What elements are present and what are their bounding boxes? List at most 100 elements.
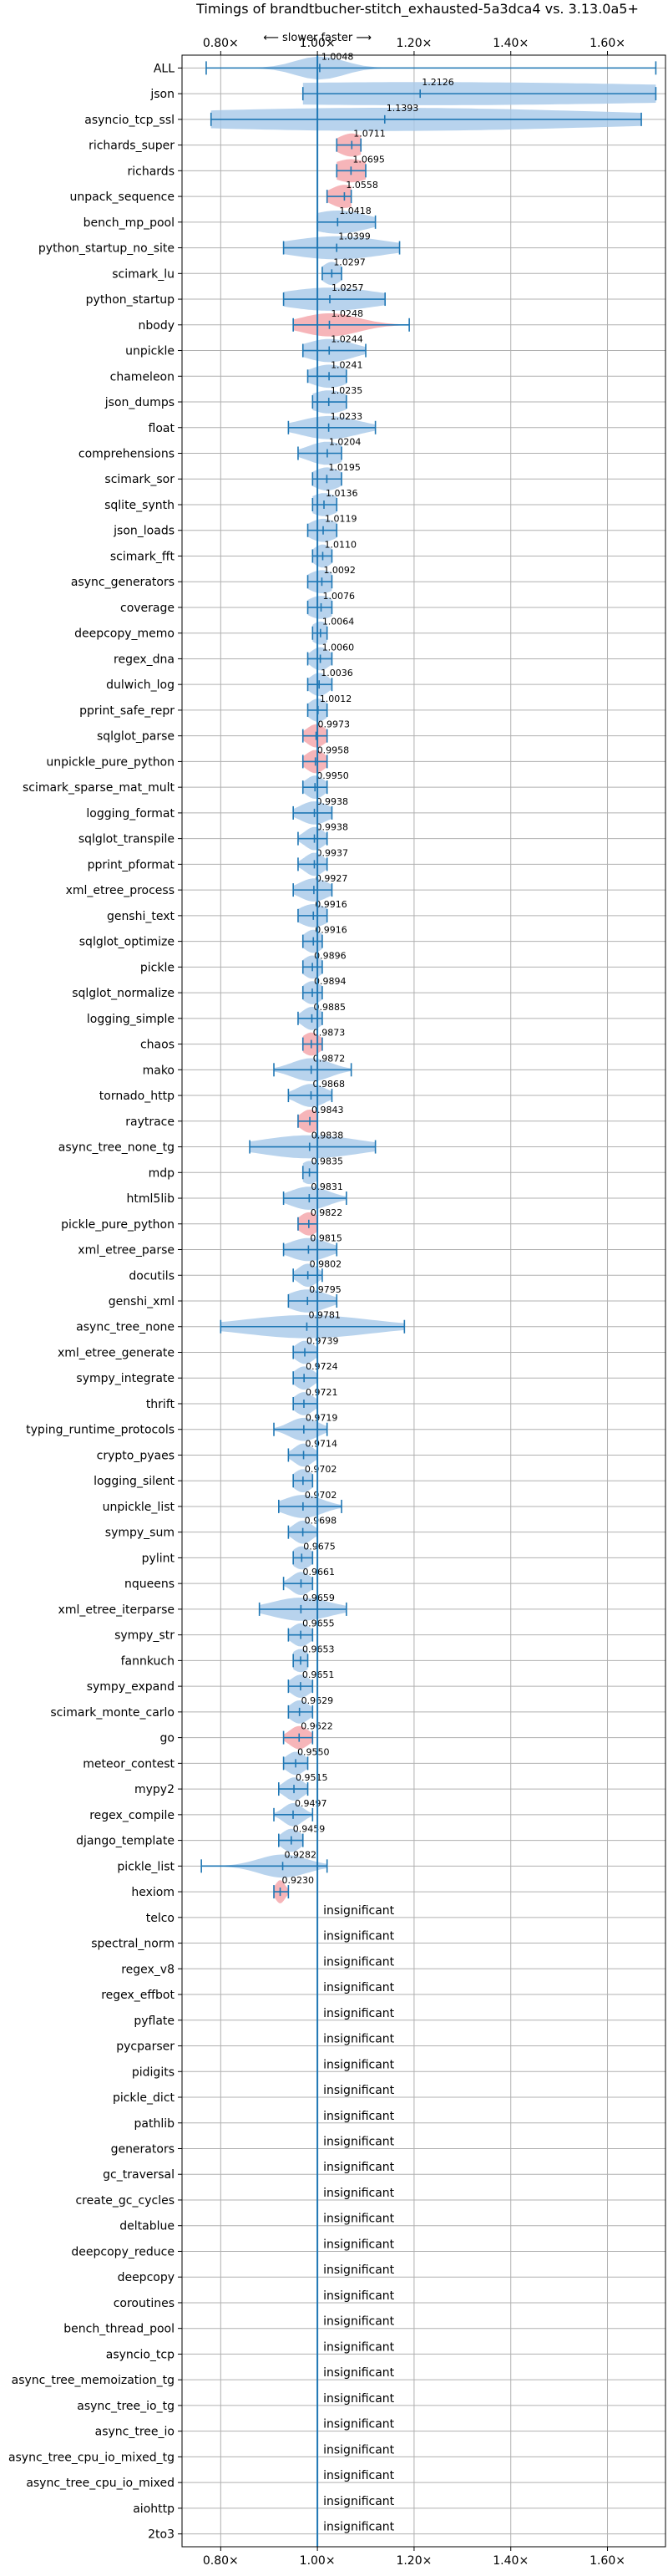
benchmark-label: deepcopy [118, 2271, 175, 2284]
median-value-label: 1.0399 [338, 231, 371, 242]
median-value-label: 0.9781 [308, 1310, 341, 1321]
median-value-label: 0.9822 [311, 1207, 343, 1218]
median-value-label: 0.9714 [306, 1438, 338, 1449]
benchmark-label: mypy2 [134, 1783, 175, 1796]
benchmark-label: regex_dna [114, 653, 175, 666]
benchmark-label: hexiom [131, 1886, 175, 1899]
benchmark-label: bench_mp_pool [84, 216, 175, 230]
benchmark-label: async_tree_io [95, 2426, 175, 2439]
median-value-label: 0.9937 [316, 847, 348, 858]
benchmark-label: sqlglot_normalize [72, 987, 175, 1000]
median-value-label: 0.9958 [317, 744, 350, 755]
benchmark-label: genshi_text [107, 910, 175, 923]
insignificant-label: insignificant [323, 2469, 395, 2482]
median-value-label: 0.9873 [313, 1028, 346, 1039]
benchmark-label: unpickle_list [103, 1501, 175, 1514]
plot-frame [181, 54, 666, 2548]
benchmark-label: unpickle_pure_python [46, 755, 175, 769]
benchmark-label: logging_silent [94, 1475, 175, 1488]
benchmark-label: create_gc_cycles [75, 2194, 175, 2208]
median-value-label: 1.0076 [323, 591, 356, 602]
median-value-label: 0.9802 [310, 1258, 342, 1269]
benchmark-label: go [160, 1732, 175, 1745]
median-value-label: 0.9655 [302, 1618, 335, 1629]
insignificant-label: insignificant [323, 2366, 395, 2380]
benchmark-label: async_tree_none_tg [58, 1141, 175, 1155]
benchmark-label: sympy_str [114, 1629, 175, 1643]
median-value-label: 0.9719 [306, 1413, 338, 1424]
benchmark-label: chameleon [110, 370, 175, 384]
median-value-label: 1.0012 [320, 694, 352, 704]
insignificant-label: insignificant [323, 2443, 395, 2457]
median-value-label: 0.9938 [316, 822, 349, 833]
benchmark-label: regex_v8 [121, 1963, 175, 1976]
benchmark-label: asyncio_tcp [106, 2348, 175, 2361]
benchmark-label: pickle_list [117, 1860, 175, 1873]
benchmark-label: 2to3 [148, 2528, 175, 2542]
benchmark-label: django_template [76, 1835, 175, 1848]
benchmark-label: coroutines [114, 2297, 175, 2310]
benchmark-label: scimark_monte_carlo [50, 1706, 175, 1720]
median-value-label: 0.9550 [297, 1746, 330, 1757]
median-value-label: 1.0064 [322, 617, 355, 627]
benchmark-label: dulwich_log [106, 678, 175, 692]
x-tick-label-top: 1.00× [300, 37, 336, 50]
benchmark-label: coverage [120, 602, 175, 615]
median-value-label: 1.0244 [331, 334, 363, 345]
benchmark-label: crypto_pyaes [97, 1449, 175, 1462]
benchmark-label: async_tree_cpu_io_mixed_tg [8, 2451, 175, 2464]
median-value-label: 0.9838 [311, 1130, 344, 1141]
median-value-label: 0.9885 [313, 1002, 346, 1013]
benchmark-label: sqlglot_transpile [78, 833, 175, 846]
benchmark-label: mako [143, 1064, 175, 1077]
median-value-label: 0.9497 [295, 1798, 327, 1809]
x-tick-label-top: 1.20× [396, 37, 432, 50]
median-value-label: 1.1393 [387, 103, 419, 114]
insignificant-label: insignificant [323, 2418, 395, 2431]
median-value-label: 0.9515 [296, 1772, 328, 1783]
benchmark-label: async_tree_none [76, 1321, 175, 1334]
benchmark-label: async_tree_io_tg [77, 2400, 175, 2413]
insignificant-label: insignificant [323, 2213, 395, 2226]
benchmark-label: sqlglot_optimize [79, 936, 175, 949]
benchmark-label: scimark_lu [112, 267, 175, 281]
benchmark-label: chaos [140, 1039, 175, 1052]
benchmark-label: pycparser [116, 2040, 175, 2054]
median-value-label: 1.0695 [352, 154, 385, 165]
median-value-label: 1.0048 [321, 51, 354, 62]
median-value-label: 1.2126 [422, 77, 454, 88]
benchmark-label: aiohttp [133, 2502, 175, 2516]
median-value-label: 1.0297 [333, 257, 366, 267]
median-value-label: 0.9698 [305, 1516, 337, 1527]
median-value-label: 1.0136 [326, 488, 358, 499]
benchmark-label: pickle [140, 961, 175, 974]
median-value-label: 1.0248 [331, 308, 363, 319]
insignificant-label: insignificant [323, 1955, 395, 1969]
median-value-label: 1.0119 [325, 514, 357, 525]
insignificant-label: insignificant [323, 1904, 395, 1918]
benchmark-label: xml_etree_iterparse [58, 1603, 175, 1617]
benchmark-label: regex_compile [89, 1809, 175, 1822]
benchmark-label: sympy_sum [105, 1527, 175, 1540]
benchmark-label: pyflate [134, 2015, 175, 2028]
x-tick-label-bottom: 0.80× [203, 2554, 239, 2568]
benchmark-label: raytrace [125, 1115, 175, 1129]
benchmark-label: spectral_norm [91, 1938, 175, 1951]
median-value-label: 0.9868 [312, 1079, 345, 1090]
median-value-label: 0.9894 [314, 976, 347, 987]
x-tick-label-bottom: 1.60× [590, 2554, 625, 2568]
benchmark-label: comprehensions [78, 448, 175, 461]
median-value-label: 1.0036 [321, 668, 353, 678]
benchmark-label: logging_format [86, 807, 175, 821]
benchmark-label: pickle_dict [113, 2091, 175, 2105]
median-value-label: 1.0204 [329, 437, 362, 448]
benchmark-label: genshi_xml [109, 1295, 175, 1308]
median-value-label: 0.9916 [315, 899, 347, 910]
benchmark-label: pidigits [132, 2065, 175, 2079]
benchmark-label: deepcopy_reduce [71, 2245, 175, 2258]
benchmark-label: async_tree_cpu_io_mixed [26, 2477, 175, 2490]
benchmark-label: json_dumps [104, 396, 175, 409]
benchmark-label: thrift [146, 1398, 175, 1411]
insignificant-label: insignificant [323, 2007, 395, 2020]
